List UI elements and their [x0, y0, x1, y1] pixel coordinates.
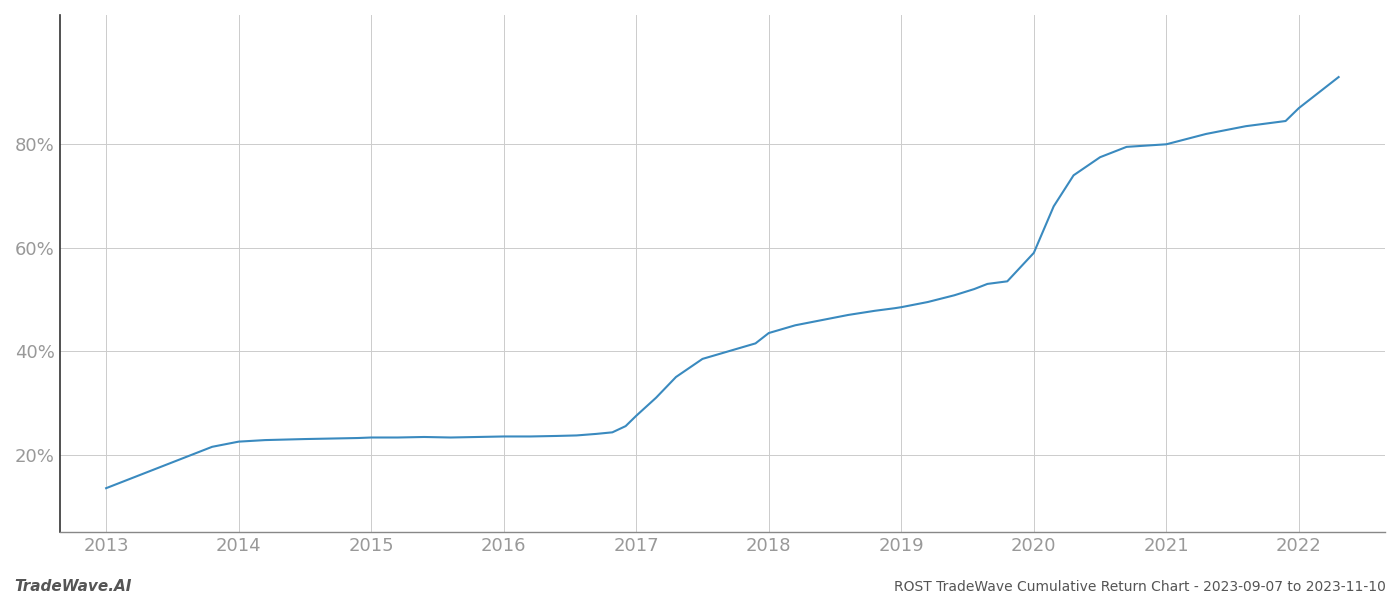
Text: ROST TradeWave Cumulative Return Chart - 2023-09-07 to 2023-11-10: ROST TradeWave Cumulative Return Chart -… — [895, 580, 1386, 594]
Text: TradeWave.AI: TradeWave.AI — [14, 579, 132, 594]
